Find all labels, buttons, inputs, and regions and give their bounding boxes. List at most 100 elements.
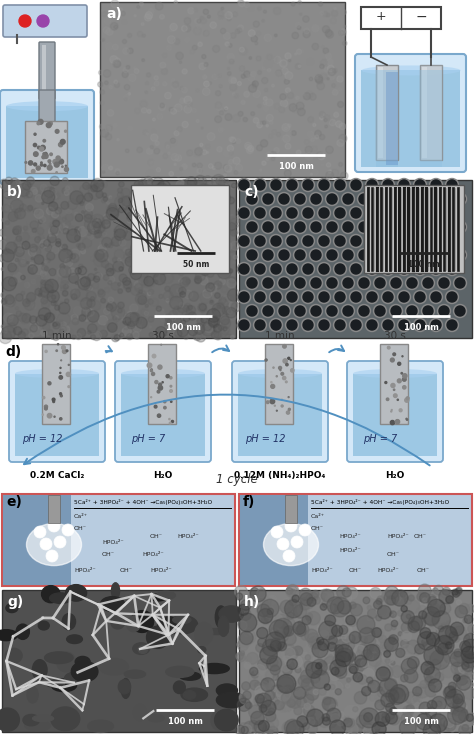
Circle shape <box>236 164 243 171</box>
Circle shape <box>447 706 453 712</box>
Circle shape <box>216 223 220 227</box>
Circle shape <box>255 42 258 45</box>
Circle shape <box>405 305 419 318</box>
Circle shape <box>302 93 305 95</box>
Circle shape <box>348 729 352 733</box>
Circle shape <box>332 90 338 95</box>
Circle shape <box>406 614 411 619</box>
Circle shape <box>423 306 433 316</box>
Circle shape <box>368 722 380 734</box>
Circle shape <box>54 416 55 417</box>
Bar <box>364 185 464 273</box>
Circle shape <box>206 206 209 208</box>
Circle shape <box>415 674 427 686</box>
Circle shape <box>281 617 295 631</box>
Circle shape <box>342 664 354 677</box>
Circle shape <box>281 694 290 703</box>
Ellipse shape <box>121 369 205 378</box>
Circle shape <box>199 304 206 310</box>
Circle shape <box>115 225 128 238</box>
Circle shape <box>221 7 224 10</box>
Circle shape <box>37 146 40 149</box>
Circle shape <box>353 706 358 712</box>
Circle shape <box>18 332 26 339</box>
Circle shape <box>119 274 127 282</box>
Circle shape <box>445 627 456 638</box>
Circle shape <box>399 320 409 330</box>
Text: 0.2M CaCl₂: 0.2M CaCl₂ <box>30 471 84 480</box>
Circle shape <box>26 191 33 197</box>
Circle shape <box>447 702 458 714</box>
Circle shape <box>227 145 234 152</box>
Circle shape <box>109 244 113 247</box>
Circle shape <box>312 43 319 50</box>
Circle shape <box>276 70 282 76</box>
Circle shape <box>179 255 189 264</box>
Circle shape <box>251 112 255 116</box>
Circle shape <box>182 69 187 74</box>
Circle shape <box>255 208 265 218</box>
Circle shape <box>32 195 36 198</box>
Circle shape <box>219 15 222 19</box>
Circle shape <box>444 688 457 702</box>
Circle shape <box>405 691 418 704</box>
Circle shape <box>179 270 184 276</box>
Ellipse shape <box>51 707 80 730</box>
Circle shape <box>42 263 44 265</box>
Circle shape <box>307 131 313 137</box>
Circle shape <box>115 316 118 320</box>
Circle shape <box>432 597 446 611</box>
Circle shape <box>21 258 26 264</box>
Circle shape <box>262 639 279 656</box>
Circle shape <box>405 681 416 691</box>
Circle shape <box>197 163 202 168</box>
Circle shape <box>62 286 72 297</box>
Circle shape <box>127 315 137 325</box>
Circle shape <box>326 220 338 233</box>
Circle shape <box>303 292 313 302</box>
Circle shape <box>187 150 193 156</box>
Ellipse shape <box>64 672 87 684</box>
Circle shape <box>270 291 283 303</box>
Circle shape <box>422 606 440 625</box>
Circle shape <box>392 589 408 606</box>
Circle shape <box>393 389 395 390</box>
Circle shape <box>277 675 296 693</box>
Circle shape <box>423 278 433 288</box>
Circle shape <box>254 263 266 275</box>
Circle shape <box>334 695 338 700</box>
Circle shape <box>300 588 312 600</box>
Circle shape <box>439 278 449 288</box>
Circle shape <box>285 520 297 532</box>
Circle shape <box>224 261 228 266</box>
Circle shape <box>36 250 39 252</box>
Circle shape <box>65 225 68 228</box>
Circle shape <box>297 724 301 727</box>
Circle shape <box>93 284 96 288</box>
Circle shape <box>424 666 440 683</box>
Circle shape <box>180 167 183 170</box>
Circle shape <box>18 313 27 321</box>
Circle shape <box>255 694 264 703</box>
Circle shape <box>169 418 170 420</box>
Circle shape <box>232 140 236 144</box>
Circle shape <box>200 292 211 303</box>
Circle shape <box>128 321 135 329</box>
Circle shape <box>247 250 257 260</box>
Circle shape <box>100 124 104 129</box>
Circle shape <box>293 687 306 700</box>
Circle shape <box>366 677 374 685</box>
Circle shape <box>382 716 388 722</box>
Circle shape <box>415 644 425 654</box>
Circle shape <box>156 308 165 318</box>
Circle shape <box>145 14 152 21</box>
Circle shape <box>163 54 167 57</box>
Bar <box>121 374 205 456</box>
Circle shape <box>314 76 318 79</box>
Circle shape <box>27 293 36 302</box>
Circle shape <box>203 176 212 185</box>
Circle shape <box>218 73 221 77</box>
Circle shape <box>342 593 352 603</box>
Circle shape <box>246 305 258 318</box>
Circle shape <box>285 143 291 149</box>
